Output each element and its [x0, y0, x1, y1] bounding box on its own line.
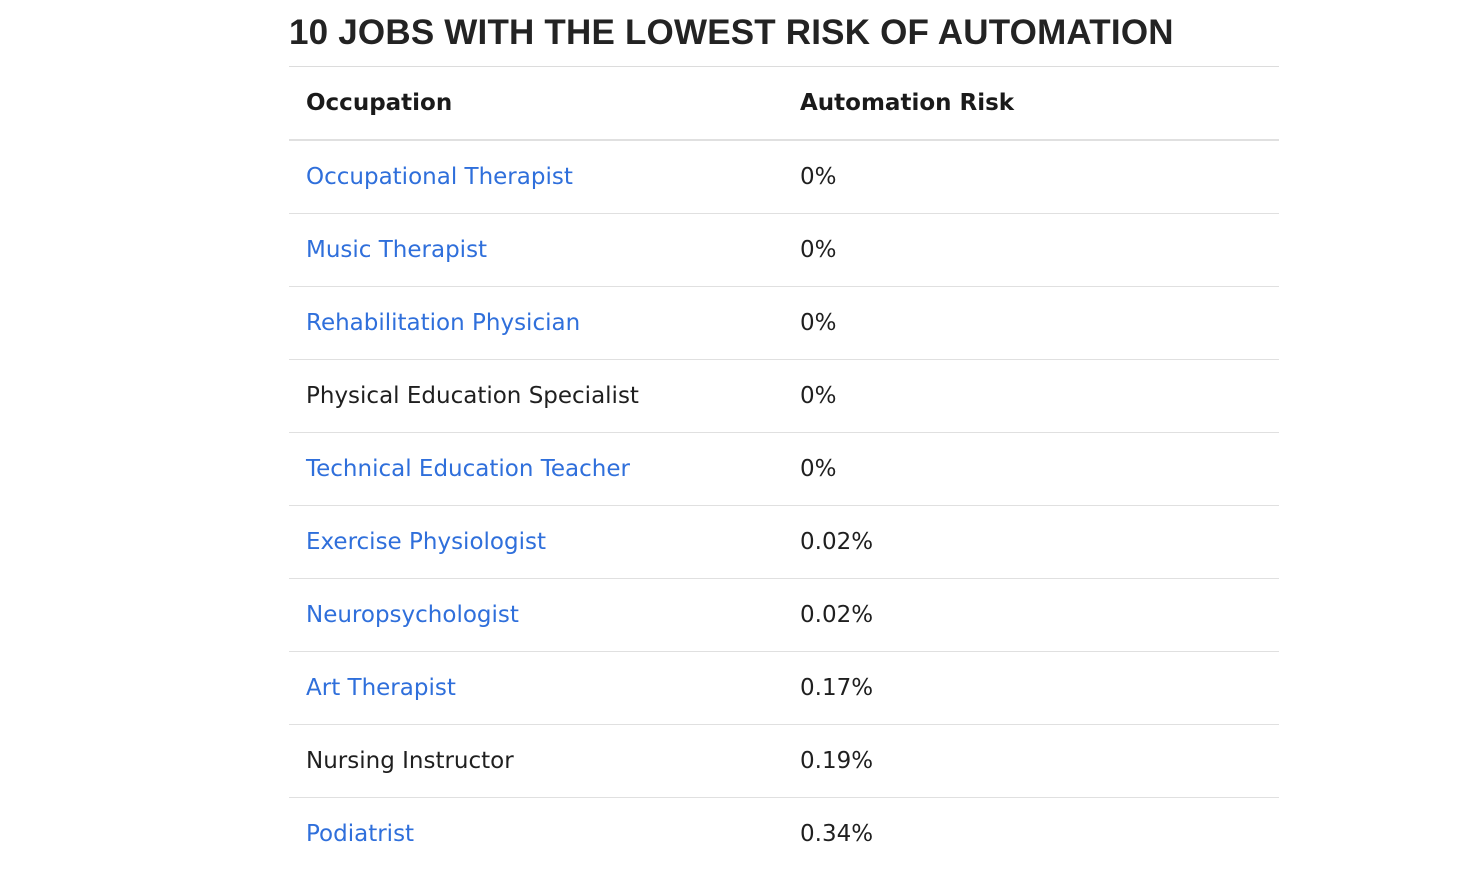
risk-cell: 0% — [783, 213, 1279, 287]
table-header-row: Occupation Automation Risk — [289, 67, 1279, 141]
occupation-link[interactable]: Music Therapist — [306, 237, 488, 263]
occupation-cell: Technical Education Teacher — [289, 432, 783, 506]
occupation-cell: Nursing Instructor — [289, 724, 783, 798]
occupation-column-header: Occupation — [289, 67, 783, 141]
risk-cell: 0% — [783, 140, 1279, 214]
occupation-link[interactable]: Rehabilitation Physician — [306, 310, 581, 336]
occupation-cell: Music Therapist — [289, 213, 783, 287]
occupation-link[interactable]: Neuropsychologist — [306, 602, 519, 628]
table-row: Nursing Instructor 0.19% — [289, 724, 1279, 798]
risk-cell: 0.02% — [783, 505, 1279, 579]
page-title: 10 JOBS WITH THE LOWEST RISK OF AUTOMATI… — [289, 0, 1279, 67]
occupation-link[interactable]: Occupational Therapist — [306, 164, 573, 190]
occupation-cell: Exercise Physiologist — [289, 505, 783, 579]
table-row: Technical Education Teacher 0% — [289, 432, 1279, 506]
automation-risk-table: Occupation Automation Risk Occupational … — [289, 67, 1279, 870]
table-row: Music Therapist 0% — [289, 213, 1279, 287]
automation-risk-column-header: Automation Risk — [783, 67, 1279, 141]
occupation-cell: Podiatrist — [289, 798, 783, 871]
table-row: Occupational Therapist 0% — [289, 140, 1279, 214]
table-row: Art Therapist 0.17% — [289, 651, 1279, 725]
risk-cell: 0.34% — [800, 821, 874, 847]
occupation-link[interactable]: Podiatrist — [306, 821, 415, 847]
occupation-text: Nursing Instructor — [306, 748, 514, 774]
occupation-cell: Rehabilitation Physician — [289, 286, 783, 360]
risk-cell: 0% — [783, 432, 1279, 506]
table-row: Physical Education Specialist 0% — [289, 359, 1279, 433]
occupation-link[interactable]: Art Therapist — [306, 675, 456, 701]
table-row: Podiatrist 0.34% — [289, 798, 1279, 871]
occupation-cell: Art Therapist — [289, 651, 783, 725]
table-row: Neuropsychologist 0.02% — [289, 578, 1279, 652]
occupation-cell: Physical Education Specialist — [289, 359, 783, 433]
occupation-link[interactable]: Exercise Physiologist — [306, 529, 546, 555]
table-row: Rehabilitation Physician 0% — [289, 286, 1279, 360]
risk-cell: 0.02% — [783, 578, 1279, 652]
occupation-text: Physical Education Specialist — [306, 383, 639, 409]
occupation-cell: Occupational Therapist — [289, 140, 783, 214]
risk-cell: 0% — [783, 359, 1279, 433]
risk-cell: 0% — [783, 286, 1279, 360]
risk-cell: 0.19% — [783, 724, 1279, 798]
article-section: 10 JOBS WITH THE LOWEST RISK OF AUTOMATI… — [289, 0, 1279, 870]
table-row: Exercise Physiologist 0.02% — [289, 505, 1279, 579]
risk-cell: 0.17% — [783, 651, 1279, 725]
occupation-cell: Neuropsychologist — [289, 578, 783, 652]
occupation-link[interactable]: Technical Education Teacher — [306, 456, 630, 482]
